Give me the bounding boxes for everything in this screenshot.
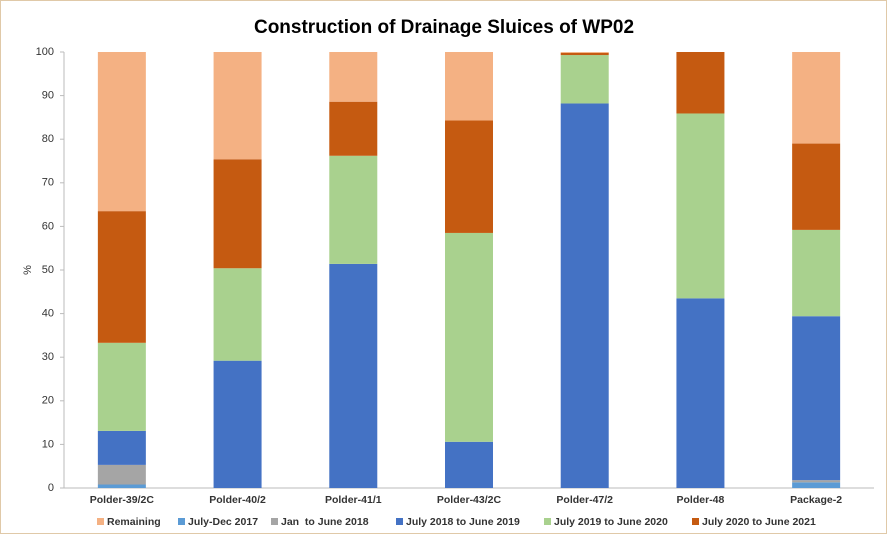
bar-segment: [97, 484, 146, 488]
bar-segment: [676, 113, 725, 299]
legend-label: Remaining: [107, 516, 161, 528]
bar-segment: [97, 464, 146, 485]
x-tick-label: Polder-41/1: [325, 494, 382, 506]
bar-segment: [676, 298, 725, 488]
bar-segment: [445, 120, 493, 233]
bar-segment: [445, 232, 493, 442]
bar-segment: [792, 52, 841, 144]
legend-label: July 2018 to June 2019: [406, 516, 520, 528]
bar-segment: [329, 155, 378, 264]
y-tick-label: 50: [42, 264, 54, 276]
x-tick-label: Polder-48: [676, 494, 724, 506]
bar-segment: [560, 52, 609, 56]
bar-segment: [329, 52, 378, 102]
bar-segment: [792, 482, 841, 488]
x-tick-label: Polder-47/2: [556, 494, 613, 506]
bar-segment: [792, 480, 841, 483]
y-tick-label: 20: [42, 395, 54, 407]
y-tick-label: 70: [42, 177, 54, 189]
bar-segment: [445, 441, 493, 488]
legend-label: Jan to June 2018: [281, 516, 369, 528]
bar-segment: [792, 316, 841, 481]
bar-segment: [97, 342, 146, 431]
legend-label: July-Dec 2017: [188, 516, 258, 528]
bar-segment: [213, 52, 262, 160]
y-tick-label: 90: [42, 90, 54, 102]
bar-segment: [792, 229, 841, 317]
y-tick-label: 40: [42, 308, 54, 320]
bar-segment: [329, 263, 378, 488]
y-tick-label: 30: [42, 351, 54, 363]
legend-swatch: [544, 518, 551, 525]
y-tick-label: 100: [36, 46, 54, 58]
legend-label: July 2019 to June 2020: [554, 516, 668, 528]
legend-swatch: [396, 518, 403, 525]
legend-swatch: [178, 518, 185, 525]
bar-segment: [676, 52, 725, 114]
bar-segment: [329, 101, 378, 156]
bar-segment: [97, 52, 146, 212]
bar-segment: [213, 268, 262, 361]
x-tick-label: Polder-43/2C: [437, 494, 502, 506]
y-axis-label: %: [22, 265, 34, 275]
legend-swatch: [271, 518, 278, 525]
bar-segment: [445, 52, 493, 121]
x-tick-label: Polder-40/2: [209, 494, 266, 506]
bar-segment: [97, 211, 146, 343]
bar-segment: [792, 143, 841, 230]
bar-segment: [97, 430, 146, 465]
y-tick-label: 0: [48, 482, 54, 494]
legend-swatch: [97, 518, 104, 525]
legend-label: July 2020 to June 2021: [702, 516, 816, 528]
x-tick-label: Package-2: [790, 494, 842, 506]
y-tick-label: 80: [42, 133, 54, 145]
bar-segment: [560, 103, 609, 488]
bar-segment: [213, 159, 262, 269]
bar-segment: [560, 52, 609, 53]
y-tick-label: 60: [42, 220, 54, 232]
y-tick-label: 10: [42, 438, 54, 450]
legend-swatch: [692, 518, 699, 525]
bar-segment: [560, 55, 609, 104]
x-tick-label: Polder-39/2C: [90, 494, 155, 506]
chart-title: Construction of Drainage Sluices of WP02: [254, 17, 634, 38]
bar-segment: [213, 360, 262, 488]
